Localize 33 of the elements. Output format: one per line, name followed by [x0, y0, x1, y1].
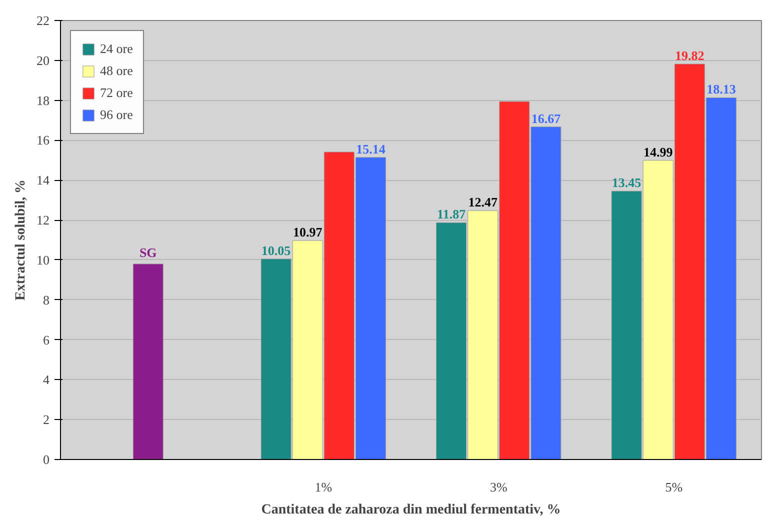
data-label: 14.99 [643, 144, 674, 160]
data-label: 13.45 [612, 175, 642, 190]
y-tick-label: 2 [43, 412, 50, 428]
legend-label: 24 ore [100, 41, 133, 57]
x-tick-label: 1% [314, 480, 332, 494]
data-label: 10.97 [292, 224, 323, 240]
y-tick-label: 22 [36, 13, 50, 28]
bar [132, 264, 164, 460]
y-tick-label: 16 [36, 132, 50, 148]
legend-label: 96 ore [100, 107, 133, 123]
data-label: 15.14 [356, 141, 386, 156]
y-tick-label: 10 [36, 252, 50, 268]
data-label: 19.82 [675, 48, 704, 63]
legend-label: 72 ore [100, 85, 133, 101]
y-tick-label: 8 [43, 292, 50, 308]
y-tick-label: 12 [36, 212, 50, 228]
x-axis-title: Cantitatea de zaharoza din mediul fermentativ, % [261, 502, 561, 518]
data-label: 11.87 [437, 206, 466, 222]
y-tick-label: 20 [36, 52, 50, 68]
data-label: 18.13 [706, 82, 736, 97]
y-tick-label: 4 [43, 372, 50, 388]
data-label: 10.05 [261, 242, 292, 258]
data-label: SG [139, 244, 157, 260]
legend-label: 48 ore [100, 63, 133, 79]
data-label: 12.47 [468, 194, 498, 210]
y-axis-title: Extractul solubil, % [14, 180, 28, 300]
x-tick-label: 5% [665, 480, 683, 494]
data-label: 16.67 [531, 110, 562, 126]
y-tick-label: 0 [43, 452, 50, 467]
y-tick-label: 6 [43, 332, 50, 348]
x-tick-label: 3% [490, 480, 508, 494]
y-tick-label: 14 [36, 172, 50, 188]
y-tick-label: 18 [36, 92, 50, 108]
